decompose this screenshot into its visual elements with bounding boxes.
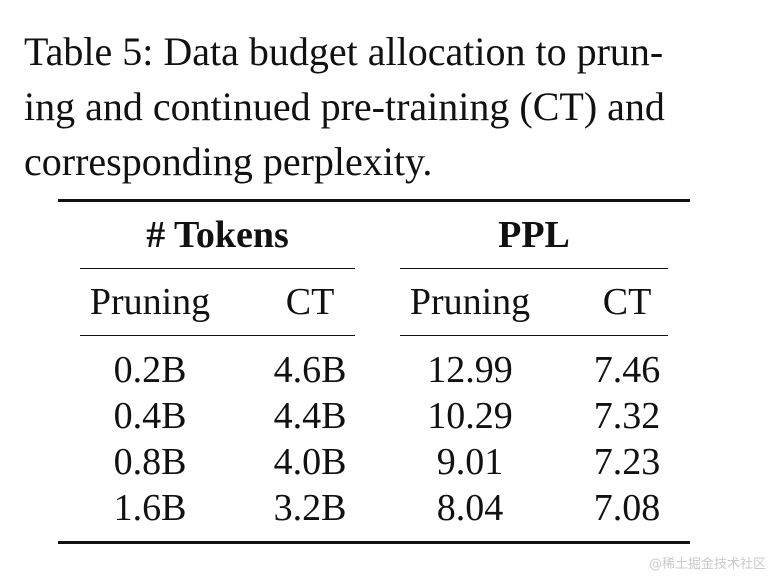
table-cell: 4.0B <box>273 441 347 483</box>
subheader-tokens-pruning: Pruning <box>89 281 211 323</box>
table-cell: 7.23 <box>593 441 661 483</box>
cmidrule-tokens <box>80 268 355 269</box>
group-header-ppl: PPL <box>498 214 570 256</box>
table-caption: Table 5: Data budget allocation to prun-… <box>24 24 754 189</box>
cmidrule-ppl <box>400 268 668 269</box>
midrule-ppl <box>400 335 668 336</box>
table-cell: 10.29 <box>427 395 513 437</box>
group-header-tokens: # Tokens <box>146 214 289 256</box>
caption-line-3: corresponding perplexity. <box>24 139 433 184</box>
table-cell: 7.46 <box>593 349 661 391</box>
caption-line-2: ing and continued pre-training (CT) and <box>24 84 665 129</box>
midrule-tokens <box>80 335 355 336</box>
table-cell: 7.08 <box>593 487 661 529</box>
subheader-ppl-pruning: Pruning <box>409 281 531 323</box>
table-cell: 3.2B <box>273 487 347 529</box>
table-cell: 0.4B <box>113 395 187 437</box>
table-cell: 7.32 <box>593 395 661 437</box>
table-cell: 0.2B <box>113 349 187 391</box>
table-cell: 4.6B <box>273 349 347 391</box>
table-cell: 9.01 <box>436 441 504 483</box>
caption-line-1: Table 5: Data budget allocation to prun- <box>24 29 664 74</box>
table-cell: 8.04 <box>436 487 504 529</box>
table-cell: 0.8B <box>113 441 187 483</box>
table-bottom-rule <box>58 541 690 544</box>
subheader-ppl-ct: CT <box>602 281 652 323</box>
table-cell: 1.6B <box>113 487 187 529</box>
table-cell: 4.4B <box>273 395 347 437</box>
table-top-rule <box>58 199 690 202</box>
subheader-tokens-ct: CT <box>285 281 335 323</box>
table-cell: 12.99 <box>427 349 513 391</box>
watermark: @稀土掘金技术社区 <box>648 557 766 572</box>
